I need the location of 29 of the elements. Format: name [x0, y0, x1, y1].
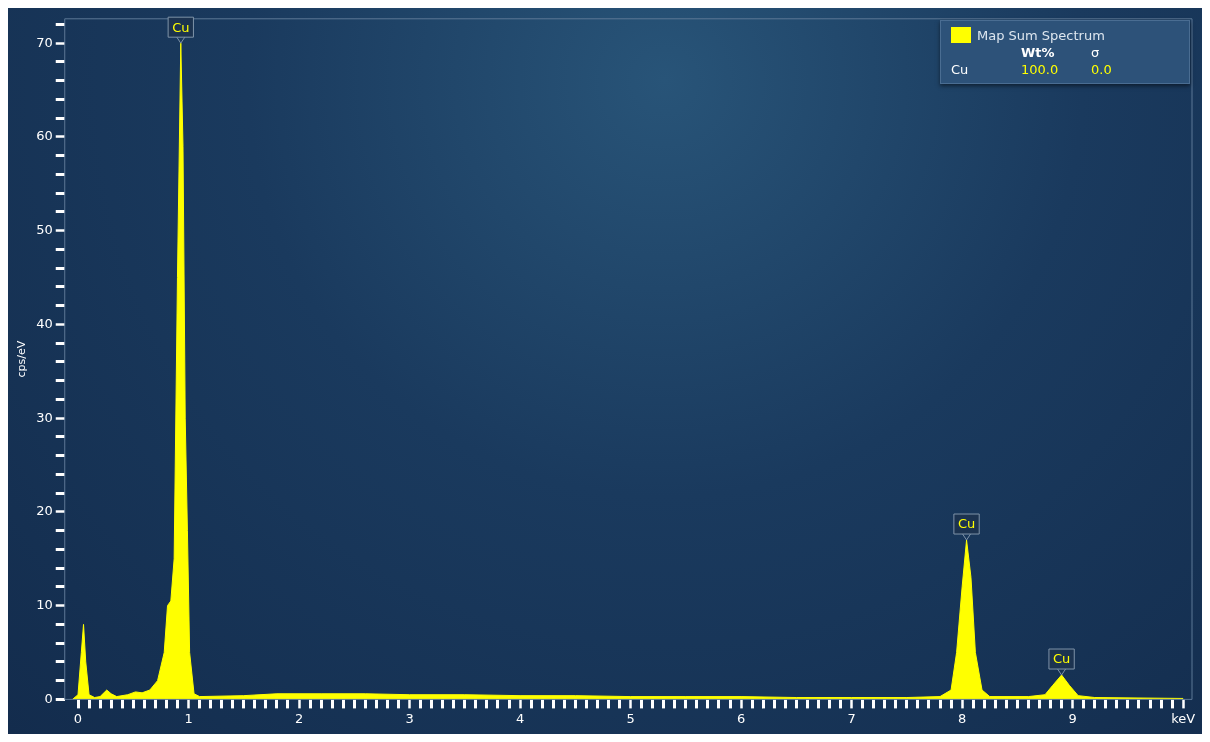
x-tick-label: 8 [957, 710, 967, 726]
legend-label: Map Sum Spectrum [977, 27, 1105, 43]
x-tick-label: 6 [736, 710, 746, 726]
annotation: Wt% [1021, 45, 1056, 60]
y-tick-label: 50 [36, 222, 53, 238]
annotation: 100.0 [1021, 62, 1060, 77]
x-tick-label: keV [1171, 710, 1196, 726]
y-tick-label: 60 [36, 128, 53, 144]
y-tick-label: 20 [36, 503, 53, 519]
annotation: Cu [951, 62, 970, 77]
x-tick-label: 5 [626, 710, 635, 726]
y-tick-label: 10 [36, 597, 53, 613]
x-tick-label: 0 [73, 710, 83, 726]
y-tick-label: 70 [36, 34, 53, 50]
y-tick-label: 30 [36, 409, 53, 425]
annotation: Cu [1052, 651, 1071, 667]
x-tick-label: 7 [847, 710, 856, 726]
annotation: Cu [957, 516, 976, 532]
x-tick-label: 9 [1068, 710, 1077, 726]
x-tick-label: 3 [405, 710, 414, 726]
y-tick-label: 40 [36, 315, 53, 331]
annotation: σ [1091, 45, 1101, 60]
x-tick-label: 4 [515, 710, 525, 726]
x-tick-label: 1 [184, 710, 193, 726]
y-axis-title: cps/eV [15, 340, 29, 378]
annotation: Cu [172, 19, 190, 35]
y-tick-label: 0 [44, 690, 53, 706]
annotation: 0.0 [1091, 62, 1113, 77]
x-tick-label: 2 [294, 710, 304, 726]
